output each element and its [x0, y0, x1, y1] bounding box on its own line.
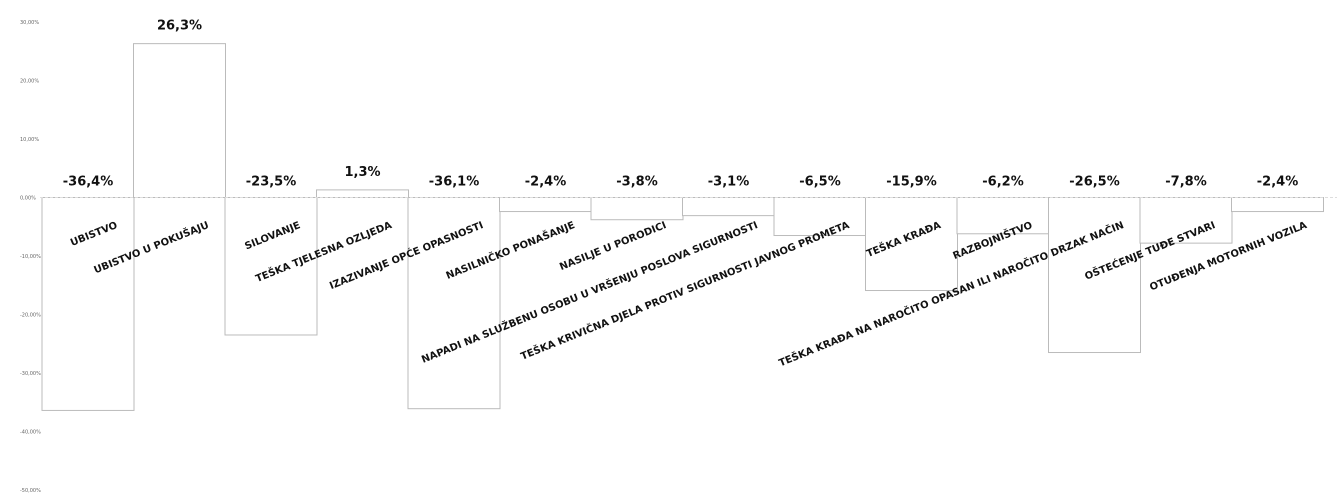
- bar: [41, 197, 135, 411]
- bar: [956, 197, 1050, 235]
- data-label: -2,4%: [525, 175, 566, 190]
- bar: [1139, 197, 1233, 244]
- y-tick-label: -20,00%: [20, 313, 41, 319]
- data-label: -7,8%: [1165, 175, 1206, 190]
- y-tick-label: 30,00%: [20, 20, 39, 26]
- data-label: -26,5%: [1069, 175, 1120, 190]
- bar: [1048, 197, 1141, 354]
- bar: [682, 197, 775, 217]
- bar: [133, 43, 226, 198]
- bar: [499, 197, 592, 213]
- y-tick-label: -30,00%: [20, 371, 41, 377]
- bar: [590, 197, 684, 221]
- y-tick-label: -10,00%: [20, 254, 41, 260]
- y-tick-label: 0,00%: [20, 196, 36, 202]
- data-label: 26,3%: [157, 19, 202, 34]
- y-axis-ticks: 30,00% 20,00% 10,00% 0,00% -10,00% -20,00% -30…: [20, 20, 41, 494]
- data-labels: -36,4% 26,3% -23,5% 1,3% -36,1% -2,4% -3,8% -3,…: [63, 19, 1298, 190]
- y-tick-label: 10,00%: [20, 137, 39, 143]
- y-tick-label: -40,00%: [20, 430, 41, 436]
- bar: [224, 197, 318, 336]
- data-label: -2,4%: [1257, 175, 1298, 190]
- bar: [865, 197, 958, 292]
- y-tick-label: 20,00%: [20, 79, 39, 85]
- category-label: TEŠKA KRIVIČNA DJELA PROTIV SIGURNOSTI J…: [519, 218, 852, 363]
- data-label: -6,2%: [982, 175, 1023, 190]
- data-label: -3,8%: [616, 175, 657, 190]
- bars: [41, 43, 1324, 411]
- bar: [1231, 197, 1324, 213]
- data-label: -15,9%: [886, 175, 937, 190]
- data-label: -6,5%: [799, 175, 840, 190]
- data-label: -23,5%: [246, 175, 297, 190]
- data-label: 1,3%: [344, 165, 380, 180]
- data-label: -36,4%: [63, 175, 114, 190]
- bar: [773, 197, 867, 237]
- data-label: -3,1%: [708, 175, 749, 190]
- y-tick-label: -50,00%: [20, 488, 41, 494]
- bar: [407, 197, 501, 410]
- data-label: -36,1%: [429, 175, 480, 190]
- bar: [316, 189, 409, 199]
